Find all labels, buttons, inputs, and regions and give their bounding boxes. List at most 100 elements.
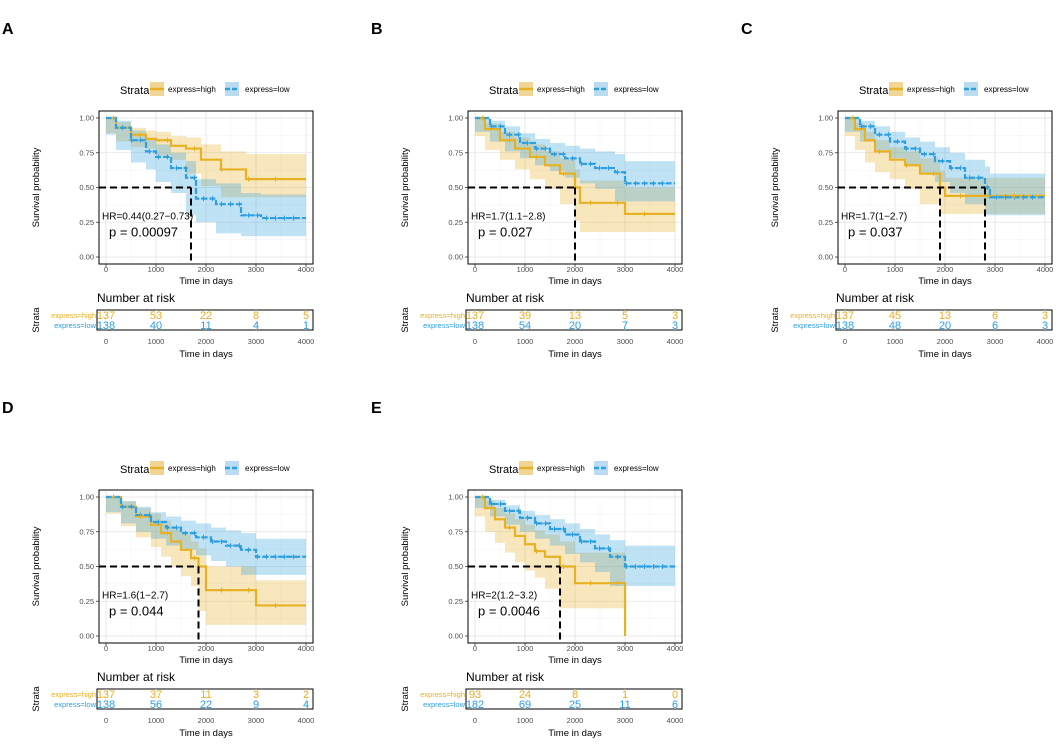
censor-mark-high — [480, 494, 485, 500]
x-tick-label: 2000 — [567, 644, 584, 653]
risk-count: 25 — [569, 699, 581, 711]
risk-count: 22 — [200, 699, 212, 711]
censor-mark-high — [931, 171, 936, 177]
censor-mark-high — [219, 166, 224, 172]
x-tick-label: 1000 — [517, 265, 534, 274]
censor-mark-low — [949, 165, 954, 171]
risk-count: 137 — [97, 310, 115, 322]
censor-mark-high — [507, 137, 512, 143]
risk-count: 37 — [150, 689, 162, 701]
y-tick-label: 0.25 — [448, 218, 463, 227]
censor-mark-high — [904, 162, 909, 168]
risk-table-border — [465, 688, 683, 710]
risk-strata-title: Strata — [31, 307, 42, 333]
legend: Strata express=high express=low — [120, 82, 290, 97]
risk-row-label: express=high — [790, 311, 835, 320]
censor-mark-low — [597, 545, 602, 551]
censor-mark-high — [138, 132, 143, 138]
censor-mark-low — [237, 543, 242, 549]
risk-count: 48 — [889, 320, 901, 332]
risk-x-tick-label: 1000 — [148, 337, 165, 346]
risk-row-label: express=high — [51, 690, 96, 699]
censor-mark-low — [129, 504, 134, 510]
risk-x-tick-label: 1000 — [148, 716, 165, 725]
legend-label-high: express=high — [537, 85, 585, 94]
risk-strata-title: Strata — [770, 307, 781, 333]
panel-letter: D — [2, 400, 14, 417]
risk-x-tick-label: 4000 — [298, 716, 315, 725]
legend: Strata express=high express=low — [859, 82, 1029, 97]
censor-mark-high — [615, 580, 620, 586]
risk-count: 3 — [672, 310, 678, 322]
hr-annotation: HR=1.7(1−2.7) — [841, 212, 907, 223]
risk-count: 3 — [253, 689, 259, 701]
censor-mark-low — [291, 554, 296, 560]
censor-mark-low — [507, 508, 512, 514]
censor-mark-low — [246, 212, 251, 218]
censor-mark-low — [958, 165, 963, 171]
survival-line-low — [475, 495, 675, 568]
censor-mark-low — [660, 180, 665, 186]
censor-mark-low — [525, 515, 530, 521]
censor-mark-low — [255, 212, 260, 218]
censor-marks — [111, 494, 296, 608]
risk-x-axis-title: Time in days — [548, 349, 602, 360]
legend-label-high: express=high — [907, 85, 955, 94]
risk-count: 9 — [253, 699, 259, 711]
x-tick-label: 4000 — [298, 265, 315, 274]
censor-mark-low — [967, 175, 972, 181]
risk-x-tick-label: 3000 — [248, 716, 265, 725]
risk-x-tick-label: 4000 — [298, 337, 315, 346]
legend-title: Strata — [859, 85, 889, 97]
legend-label-low: express=low — [245, 464, 290, 473]
censor-mark-low — [291, 215, 296, 221]
y-tick-label: 0.75 — [79, 527, 94, 536]
x-tick-label: 2000 — [937, 265, 954, 274]
risk-count: 20 — [569, 320, 581, 332]
censor-mark-low — [633, 564, 638, 569]
censor-mark-low — [192, 175, 197, 181]
censor-mark-low — [219, 201, 224, 207]
risk-row-label: express=low — [54, 321, 96, 330]
x-tick-label: 3000 — [248, 644, 265, 653]
legend-label-high: express=high — [537, 464, 585, 473]
legend: Strata express=high express=low — [489, 461, 659, 476]
censor-mark-high — [642, 211, 647, 217]
censor-mark-low — [174, 165, 179, 171]
p-value-annotation: p = 0.037 — [848, 225, 903, 240]
x-tick-label: 2000 — [567, 265, 584, 274]
legend-label-low: express=low — [614, 464, 659, 473]
risk-strata-title: Strata — [400, 686, 411, 712]
risk-x-tick-label: 0 — [473, 716, 477, 725]
censor-mark-high — [480, 115, 485, 121]
y-axis-title: Survival probability — [31, 147, 42, 227]
y-tick-label: 0.75 — [448, 148, 463, 157]
censor-mark-high — [985, 193, 990, 199]
risk-x-tick-label: 4000 — [667, 337, 684, 346]
risk-row-label: express=low — [423, 700, 465, 709]
y-tick-label: 0.75 — [818, 148, 833, 157]
y-tick-label: 0.50 — [448, 183, 463, 192]
censor-mark-low — [570, 155, 575, 161]
risk-table-border — [835, 309, 1053, 331]
censor-mark-high — [507, 525, 512, 531]
censor-mark-low — [489, 501, 494, 507]
panel-letter: C — [741, 21, 753, 38]
risk-x-axis-title: Time in days — [548, 728, 602, 739]
censor-mark-high — [561, 171, 566, 177]
risk-count: 1 — [622, 689, 628, 701]
censor-mark-low — [588, 538, 593, 544]
risk-count: 24 — [519, 689, 531, 701]
censor-marks — [480, 494, 665, 586]
y-tick-label: 0.00 — [448, 632, 463, 641]
risk-count: 45 — [889, 310, 901, 322]
censor-mark-low — [273, 215, 278, 221]
survival-line-low — [845, 116, 1045, 199]
risk-table-title: Number at risk — [836, 291, 915, 305]
censor-mark-high — [246, 587, 251, 593]
risk-count: 137 — [836, 310, 854, 322]
risk-count: 54 — [519, 320, 531, 332]
x-tick-label: 0 — [473, 265, 477, 274]
risk-row-label: express=low — [793, 321, 835, 330]
censor-mark-low — [156, 154, 161, 160]
